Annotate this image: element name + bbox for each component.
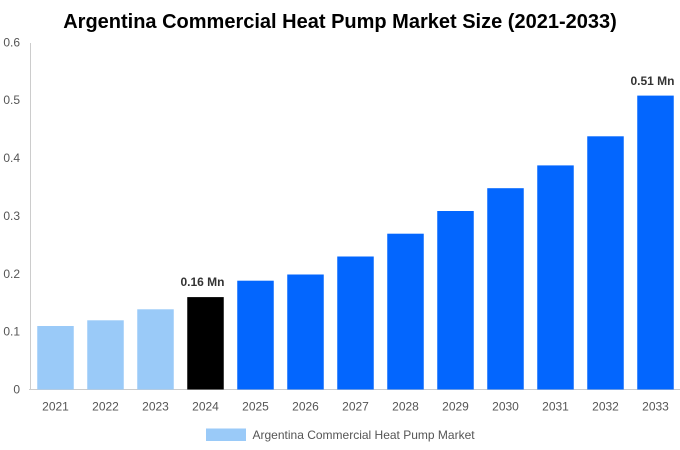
svg-text:2030: 2030 <box>492 400 519 414</box>
svg-text:0.4: 0.4 <box>3 151 20 165</box>
svg-text:2022: 2022 <box>92 400 119 414</box>
svg-text:2024: 2024 <box>192 400 219 414</box>
svg-text:2026: 2026 <box>292 400 319 414</box>
svg-text:2032: 2032 <box>592 400 619 414</box>
svg-text:2021: 2021 <box>42 400 69 414</box>
svg-text:0: 0 <box>13 383 20 397</box>
svg-text:0.3: 0.3 <box>3 209 20 223</box>
svg-text:0.5: 0.5 <box>3 93 20 107</box>
svg-text:2023: 2023 <box>142 400 169 414</box>
svg-text:0.2: 0.2 <box>3 267 20 281</box>
svg-text:0.16 Mn: 0.16 Mn <box>180 275 224 289</box>
svg-text:2033: 2033 <box>642 400 669 414</box>
svg-text:0.1: 0.1 <box>3 325 20 339</box>
svg-text:0.51 Mn: 0.51 Mn <box>630 74 674 88</box>
svg-text:Argentina Commercial Heat Pump: Argentina Commercial Heat Pump Market Si… <box>63 11 617 33</box>
svg-text:Argentina Commercial Heat Pump: Argentina Commercial Heat Pump Market <box>253 428 476 442</box>
svg-text:2028: 2028 <box>392 400 419 414</box>
svg-text:2025: 2025 <box>242 400 269 414</box>
svg-text:2027: 2027 <box>342 400 369 414</box>
svg-text:0.6: 0.6 <box>3 35 20 49</box>
svg-text:2031: 2031 <box>542 400 569 414</box>
svg-text:2029: 2029 <box>442 400 469 414</box>
